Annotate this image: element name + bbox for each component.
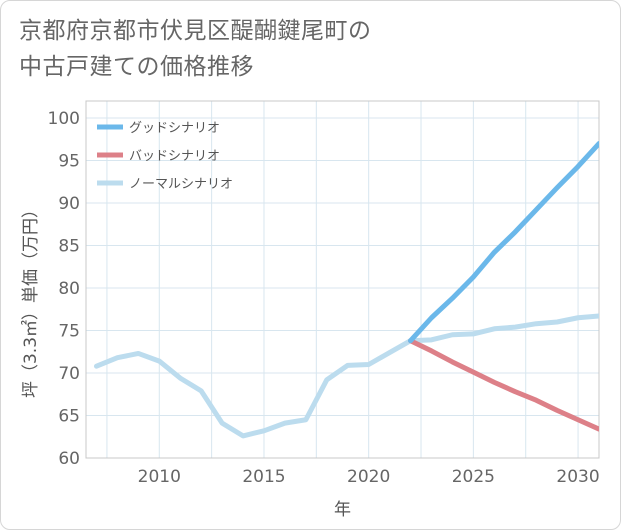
chart-title-line-2: 中古戸建ての価格推移 (19, 54, 254, 80)
series-lines (93, 141, 599, 439)
chart-title: 京都府京都市伏見区醍醐鍵尾町の 中古戸建ての価格推移 (19, 13, 372, 85)
y-tick-label-85: 85 (58, 237, 80, 257)
y-tick-label-95: 95 (58, 152, 80, 172)
legend-label-1: バッドシナリオ (129, 149, 220, 164)
x-tick-label-2020: 2020 (347, 467, 390, 487)
y-tick-label-60: 60 (58, 449, 80, 469)
y-axis-ticks: 60 65 70 75 80 85 90 95 100 (48, 109, 80, 469)
y-tick-label-70: 70 (58, 364, 80, 384)
series-line-1 (408, 338, 599, 432)
x-axis-ticks: 2010 2015 2020 2025 2030 (138, 467, 600, 487)
plot-area-frame (85, 100, 600, 459)
y-tick-label-100: 100 (48, 109, 80, 129)
y-tick-label-65: 65 (58, 407, 80, 427)
grid-lines (86, 101, 599, 459)
x-tick-label-2015: 2015 (242, 467, 285, 487)
y-tick-label-75: 75 (58, 322, 80, 342)
chart-title-line-1: 京都府京都市伏見区醍醐鍵尾町の (19, 18, 372, 44)
legend-label-0: グッドシナリオ (129, 121, 220, 136)
x-tick-label-2010: 2010 (138, 467, 181, 487)
series-line-0 (408, 141, 599, 344)
x-tick-label-2030: 2030 (556, 467, 599, 487)
y-axis-label: 坪（3.3㎡）単価（万円） (21, 201, 41, 398)
x-axis-label: 年 (334, 500, 351, 520)
y-tick-label-90: 90 (58, 194, 80, 214)
legend-label-2: ノーマルシナリオ (129, 177, 233, 192)
series-line-2 (93, 313, 599, 439)
x-tick-label-2025: 2025 (452, 467, 495, 487)
y-tick-label-80: 80 (58, 279, 80, 299)
